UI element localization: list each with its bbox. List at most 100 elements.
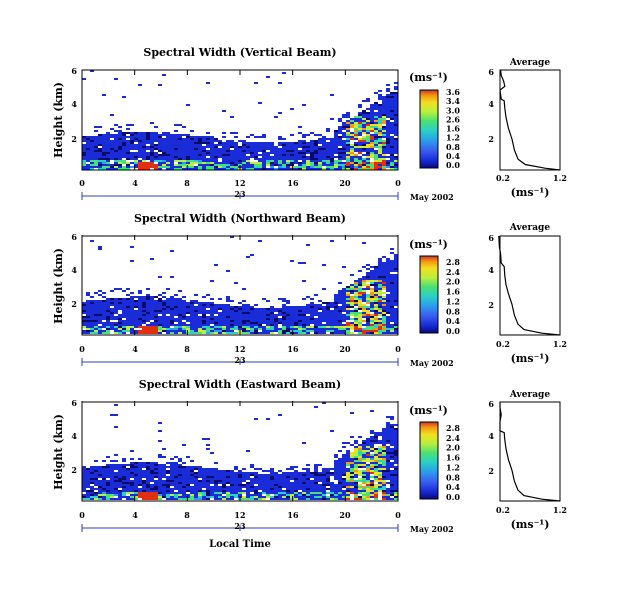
heat-cell xyxy=(250,316,254,318)
heat-cell xyxy=(282,148,286,150)
heat-cell xyxy=(346,160,350,162)
heat-cell xyxy=(278,138,282,140)
heat-cell xyxy=(306,144,310,146)
heat-cell xyxy=(346,144,350,146)
heat-cell xyxy=(182,156,186,158)
heat-cell xyxy=(150,484,154,486)
heat-cell xyxy=(298,474,302,476)
heat-cell xyxy=(322,474,326,476)
heat-cell xyxy=(346,166,350,168)
heat-cell xyxy=(150,490,154,492)
heat-cell xyxy=(130,482,134,484)
heat-cell xyxy=(250,142,254,144)
heat-cell xyxy=(334,300,338,302)
heat-cell xyxy=(386,432,390,434)
heat-cell xyxy=(374,108,378,110)
heat-cell xyxy=(386,326,390,328)
heat-cell xyxy=(302,322,306,324)
heat-cell xyxy=(202,332,206,334)
heat-cell xyxy=(378,312,382,314)
heat-cell xyxy=(238,152,242,154)
heat-cell xyxy=(318,306,322,308)
heat-cell xyxy=(334,296,338,298)
heat-cell xyxy=(162,490,166,492)
heat-cell xyxy=(374,102,378,104)
heat-cell xyxy=(302,494,306,496)
heat-cell xyxy=(330,152,334,154)
heat-cell xyxy=(334,140,338,142)
heat-cell xyxy=(150,304,154,306)
heat-cell xyxy=(338,126,342,128)
heat-cell xyxy=(86,484,90,486)
heat-cell xyxy=(326,470,330,472)
heat-cell xyxy=(166,498,170,500)
heat-cell xyxy=(238,302,242,304)
heat-cell xyxy=(362,316,366,318)
heat-cell xyxy=(358,148,362,150)
heat-cell xyxy=(130,144,134,146)
heat-cell xyxy=(394,284,398,286)
heat-cell xyxy=(138,160,142,162)
heat-cell xyxy=(374,320,378,322)
heat-cell xyxy=(114,154,118,156)
heat-cell xyxy=(334,166,338,168)
heat-cell xyxy=(326,154,330,156)
heat-cell xyxy=(158,332,162,334)
heat-cell xyxy=(322,312,326,314)
heat-cell xyxy=(166,328,170,330)
heat-cell xyxy=(378,286,382,288)
heat-cell xyxy=(218,332,222,334)
heat-cell xyxy=(218,482,222,484)
heat-cell xyxy=(362,160,366,162)
heat-cell xyxy=(258,146,262,148)
heat-cell xyxy=(206,480,210,482)
heat-cell xyxy=(254,330,258,332)
heat-cell xyxy=(370,114,374,116)
heat-cell xyxy=(206,306,210,308)
heat-cell xyxy=(326,146,330,148)
heat-cell xyxy=(134,464,138,466)
heat-cell xyxy=(206,304,210,306)
heat-cell xyxy=(258,166,262,168)
heat-cell xyxy=(90,496,94,498)
heat-cell xyxy=(138,490,142,492)
heat-cell xyxy=(142,162,146,164)
heat-cell xyxy=(274,326,278,328)
heat-cell xyxy=(174,488,178,490)
heat-cell xyxy=(114,494,118,496)
heat-cell xyxy=(370,442,374,444)
heat-cell xyxy=(382,498,386,500)
heat-cell xyxy=(90,148,94,150)
heat-cell xyxy=(126,496,130,498)
heat-cell xyxy=(226,156,230,158)
heat-cell xyxy=(310,476,314,478)
heat-cell xyxy=(198,316,202,318)
heat-cell xyxy=(338,294,342,296)
heat-cell xyxy=(202,470,206,472)
heat-cell xyxy=(354,128,358,130)
heat-cell xyxy=(94,312,98,314)
heat-cell xyxy=(138,296,142,298)
heat-cell xyxy=(386,438,390,440)
heat-cell xyxy=(322,320,326,322)
heat-cell xyxy=(202,164,206,166)
heat-cell xyxy=(114,164,118,166)
colorbar-tick-label: 3.0 xyxy=(446,105,460,115)
heat-cell xyxy=(306,480,310,482)
profile-frame xyxy=(499,235,561,336)
heat-cell xyxy=(306,484,310,486)
heat-cell xyxy=(254,318,258,320)
heat-cell xyxy=(286,318,290,320)
heat-cell xyxy=(274,322,278,324)
heat-cell xyxy=(274,488,278,490)
heat-cell xyxy=(302,474,306,476)
heat-cell xyxy=(334,312,338,314)
heat-cell xyxy=(374,484,378,486)
heat-cell xyxy=(230,132,234,134)
heat-cell xyxy=(238,486,242,488)
heat-cell xyxy=(178,314,182,316)
heat-cell xyxy=(366,122,370,124)
heat-cell xyxy=(378,440,382,442)
heat-cell xyxy=(334,326,338,328)
heat-cell xyxy=(166,140,170,142)
